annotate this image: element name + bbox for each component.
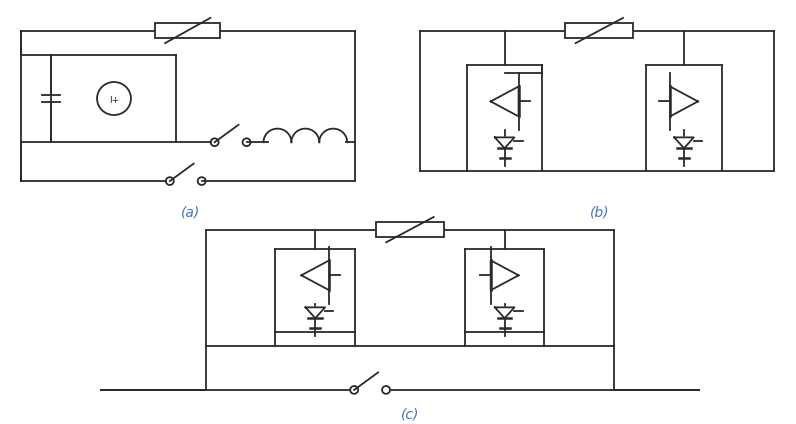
Text: (a): (a) [181,205,201,219]
Polygon shape [495,307,514,318]
Bar [565,23,633,38]
Polygon shape [490,86,518,117]
Polygon shape [674,137,694,148]
Text: (b): (b) [590,205,609,219]
Polygon shape [306,307,325,318]
Polygon shape [490,260,518,290]
Polygon shape [302,260,330,290]
Text: I+: I+ [109,96,119,105]
Bar [376,222,444,237]
Polygon shape [495,137,514,148]
Bar [155,23,220,38]
Polygon shape [670,86,698,117]
Text: (c): (c) [400,407,419,421]
